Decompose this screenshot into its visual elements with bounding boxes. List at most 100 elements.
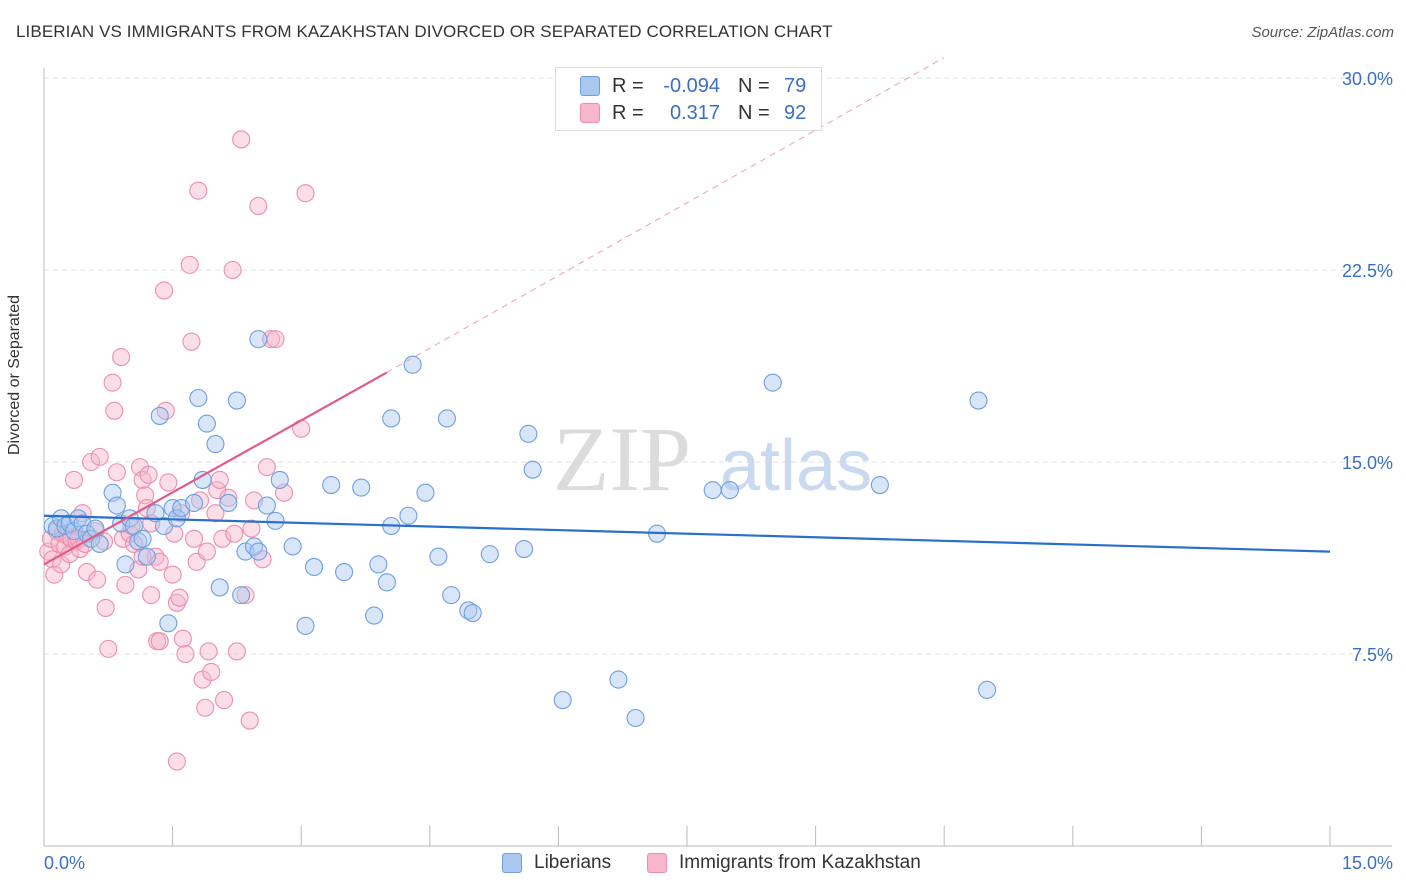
r-value: -0.094 — [663, 74, 720, 97]
point-liberian — [626, 708, 645, 728]
point-liberian — [197, 414, 216, 433]
n-label: N = — [738, 101, 770, 124]
point-liberian — [382, 409, 401, 428]
point-kazakhstan — [170, 588, 189, 607]
point-liberian — [365, 606, 384, 625]
point-liberian — [210, 578, 229, 597]
point-kazakhstan — [112, 347, 131, 367]
tick-labels: 7.5% 15.0% 22.5% 30.0% 0.0% 15.0% — [44, 69, 1393, 873]
point-kazakhstan — [242, 519, 261, 538]
point-kazakhstan — [257, 458, 276, 477]
legend-item-liberians[interactable]: Liberians — [502, 852, 611, 874]
point-liberian — [270, 470, 289, 489]
n-value: 92 — [784, 101, 807, 124]
point-liberian — [159, 614, 178, 633]
n-value: 79 — [784, 74, 807, 97]
trend-line-liberians — [43, 514, 1331, 553]
point-kazakhstan — [213, 529, 232, 548]
point-liberian — [189, 388, 208, 408]
point-liberian — [352, 478, 371, 497]
point-kazakhstan — [225, 524, 244, 543]
point-liberian — [283, 537, 302, 556]
point-kazakhstan — [133, 470, 152, 489]
point-liberian — [429, 547, 448, 566]
point-liberian — [219, 493, 238, 513]
point-kazakhstan — [99, 639, 118, 658]
point-liberian — [107, 496, 126, 515]
r-label: R = — [612, 74, 644, 97]
point-kazakhstan — [202, 662, 221, 681]
point-kazakhstan — [189, 181, 208, 200]
point-kazakhstan — [156, 401, 175, 420]
point-liberian — [978, 680, 997, 699]
trend-line-kazakhstan-extension — [386, 57, 945, 373]
point-kazakhstan — [103, 373, 122, 392]
trend-lines — [43, 57, 1331, 566]
point-liberian — [969, 391, 988, 410]
series-legend: Liberians Immigrants from Kazakhstan — [0, 852, 1406, 876]
point-liberian — [442, 586, 461, 605]
y-tick-label: 15.0% — [1342, 453, 1393, 473]
point-liberian — [335, 563, 354, 582]
y-tick-label: 22.5% — [1342, 261, 1393, 281]
point-liberian — [519, 424, 538, 443]
watermark-atlas: atlas — [720, 426, 872, 506]
point-liberian — [437, 409, 456, 428]
point-kazakhstan — [262, 330, 281, 349]
point-liberian — [553, 691, 572, 710]
point-kazakhstan — [64, 470, 84, 489]
axes — [43, 68, 1392, 847]
point-kazakhstan — [116, 575, 135, 594]
n-label: N = — [738, 74, 770, 97]
point-kazakhstan — [163, 565, 182, 584]
point-liberian — [523, 460, 542, 479]
point-liberian — [232, 586, 251, 605]
point-liberian — [90, 534, 109, 553]
point-liberian — [322, 475, 341, 495]
point-liberian — [184, 493, 204, 513]
point-kazakhstan — [240, 711, 259, 730]
point-kazakhstan — [150, 632, 169, 651]
point-liberian — [150, 406, 169, 425]
point-liberian — [116, 555, 135, 574]
point-kazakhstan — [296, 184, 315, 203]
point-kazakhstan — [159, 473, 178, 492]
point-kazakhstan — [165, 524, 184, 543]
watermark: ZIP atlas — [553, 408, 872, 510]
point-kazakhstan — [199, 642, 218, 661]
x-tick-label: 0.0% — [44, 853, 85, 873]
point-kazakhstan — [88, 570, 107, 589]
legend-label: Liberians — [534, 852, 612, 873]
point-liberian — [257, 496, 276, 515]
legend-item-kazakhstan[interactable]: Immigrants from Kazakhstan — [647, 852, 921, 874]
legend-swatch-pink — [647, 853, 667, 873]
point-kazakhstan — [167, 752, 186, 771]
point-kazakhstan — [214, 691, 234, 710]
y-tick-label: 7.5% — [1352, 645, 1393, 665]
point-kazakhstan — [227, 642, 246, 661]
point-liberian — [609, 670, 628, 689]
legend-swatch-blue — [580, 76, 600, 96]
point-kazakhstan — [196, 698, 215, 717]
point-kazakhstan — [206, 504, 225, 523]
point-liberian — [305, 557, 324, 577]
x-tick-label: 15.0% — [1342, 853, 1393, 873]
trend-line-kazakhstan — [43, 371, 388, 566]
point-liberian — [146, 504, 165, 523]
point-liberian — [236, 542, 255, 561]
point-kazakhstan — [249, 196, 268, 216]
point-kazakhstan — [232, 130, 251, 149]
point-kazakhstan — [45, 565, 64, 584]
point-liberian — [249, 542, 268, 561]
watermark-zip: ZIP — [553, 408, 691, 510]
legend-label: Immigrants from Kazakhstan — [679, 852, 921, 873]
point-kazakhstan — [219, 488, 238, 507]
stats-row-kazakhstan: R = 0.317 N = 92 — [580, 101, 806, 125]
point-kazakhstan — [167, 593, 186, 612]
point-kazakhstan — [197, 542, 216, 561]
point-liberian — [377, 573, 396, 592]
point-liberian — [137, 547, 156, 566]
blue-points — [43, 330, 997, 728]
point-liberian — [227, 391, 246, 410]
point-liberian — [369, 555, 388, 574]
